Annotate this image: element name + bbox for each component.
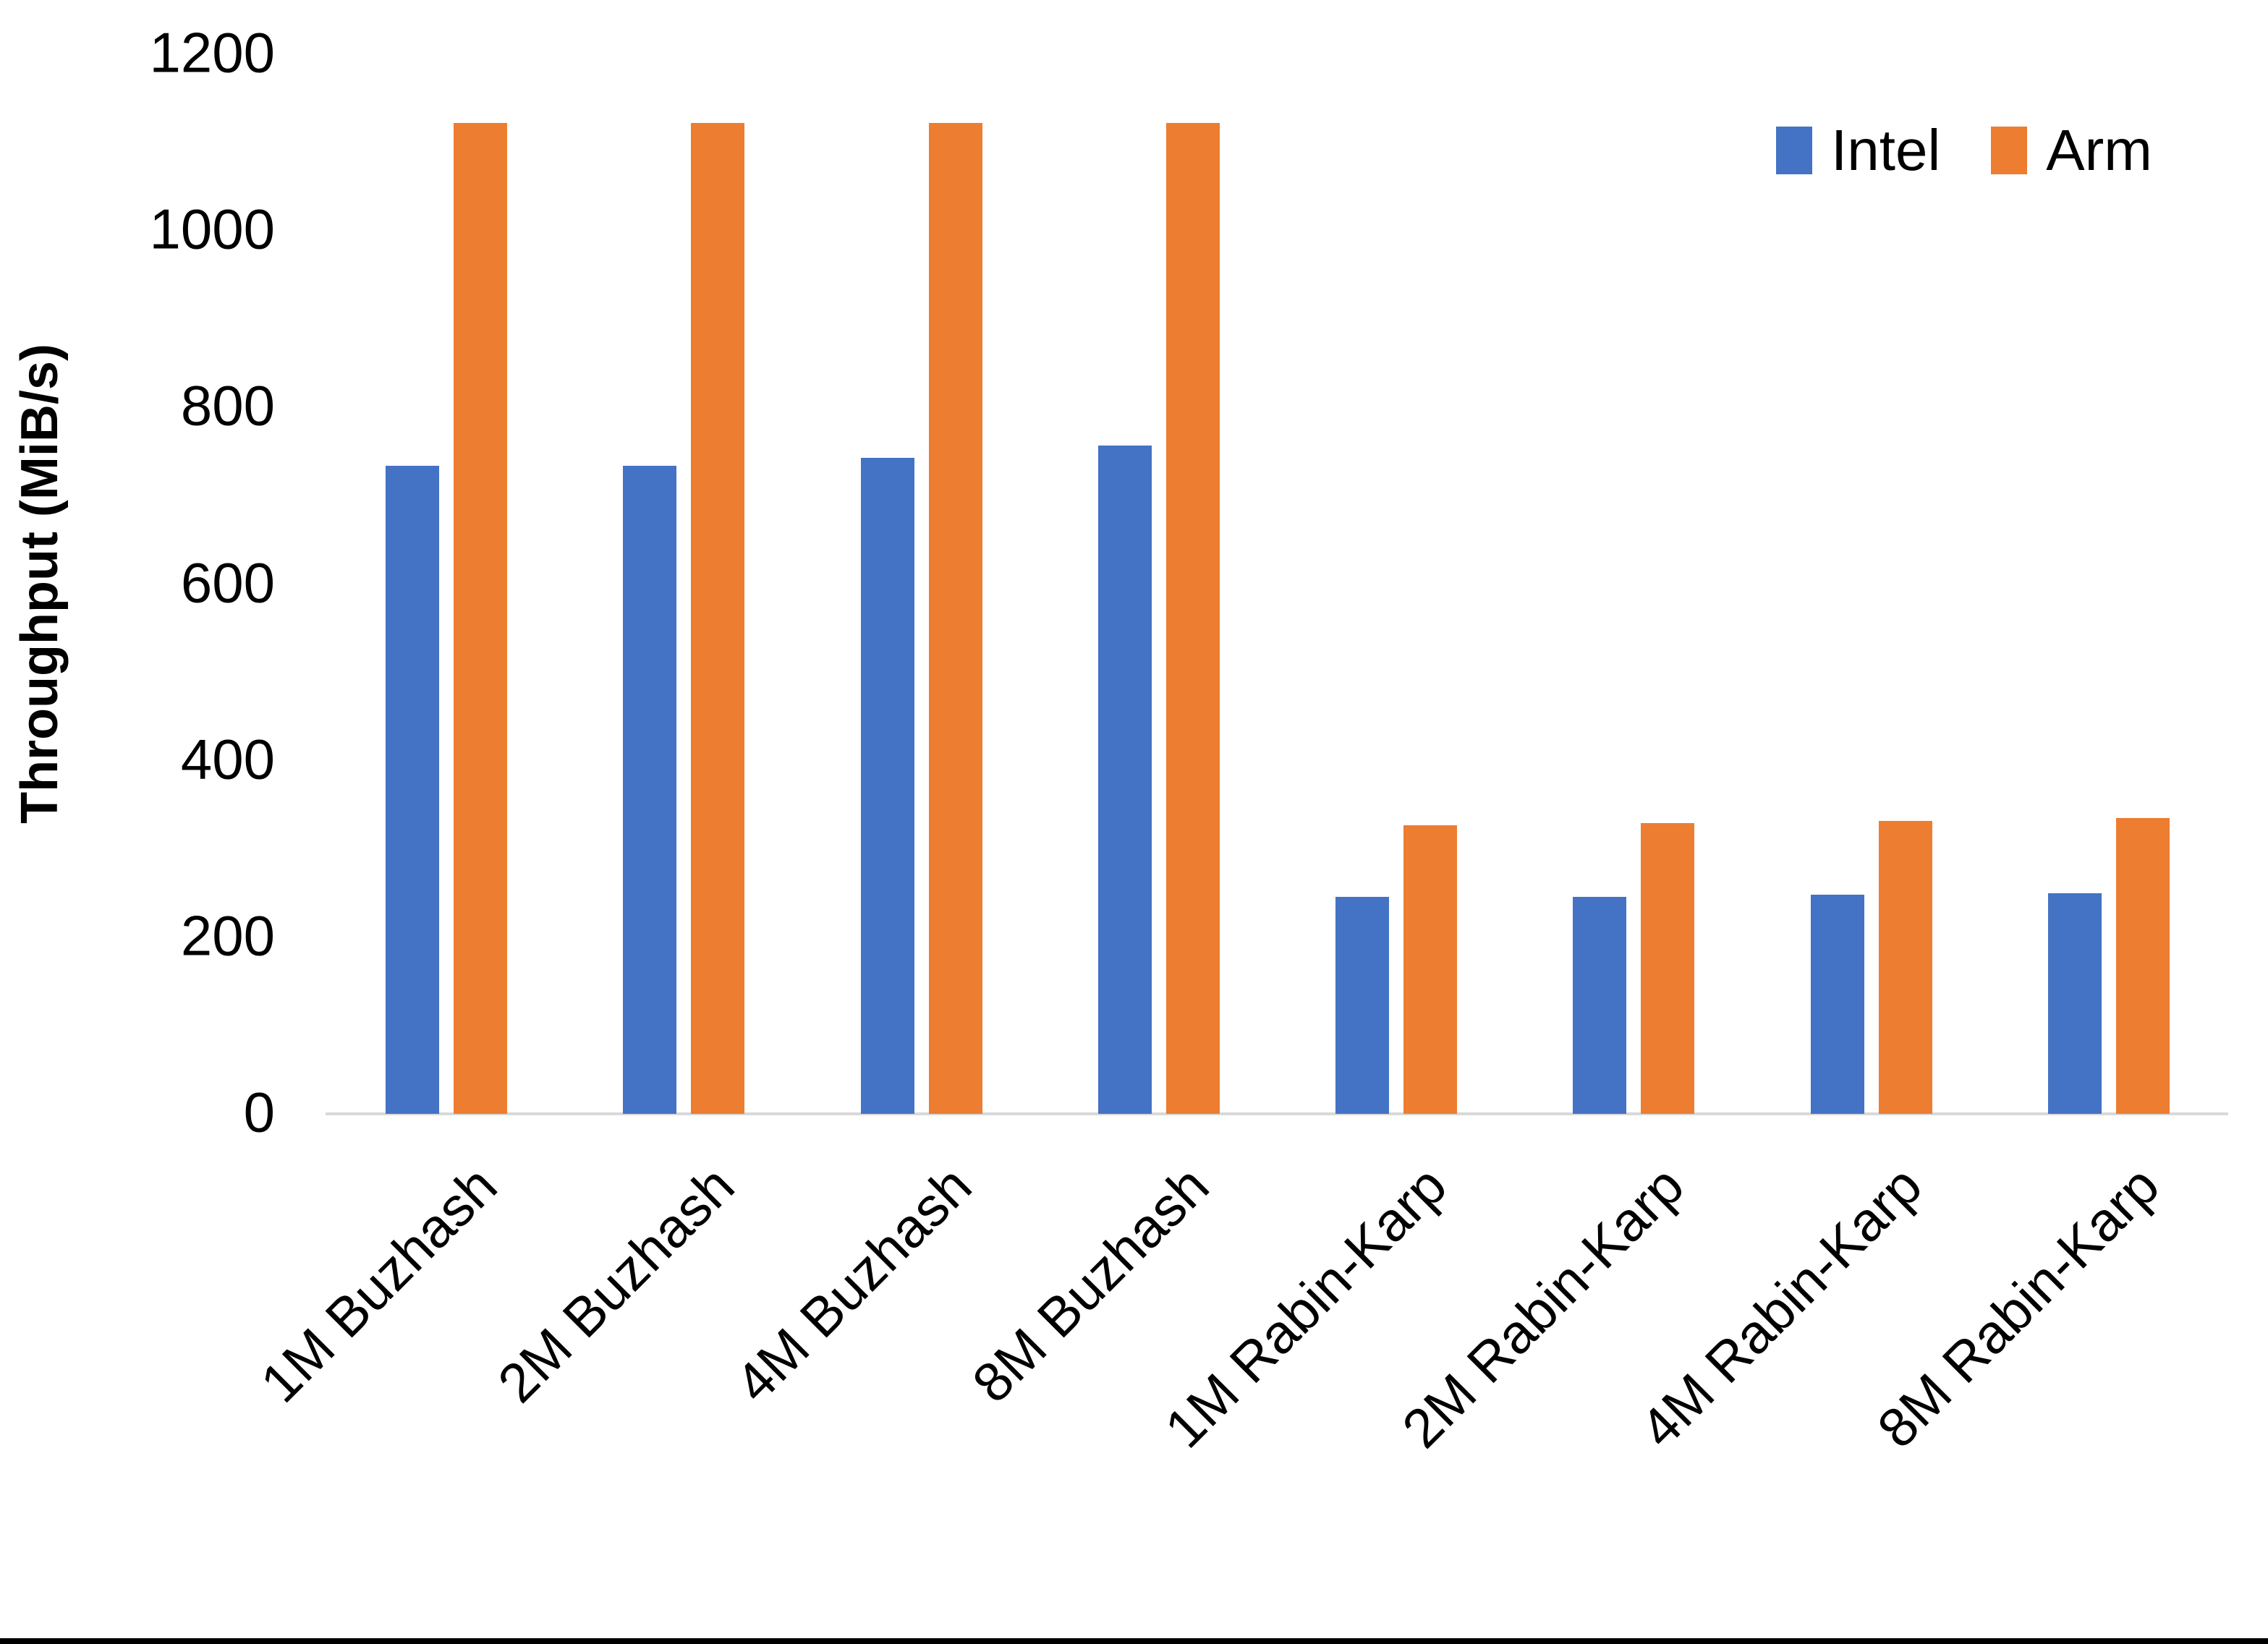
category-label-1m-buzhash: 1M Buzhash: [249, 1154, 509, 1415]
arm-bar-4m-buzhash: [928, 123, 982, 1114]
bottom-border: [0, 1638, 2268, 1644]
category-label-4m-buzhash: 4M Buzhash: [723, 1154, 984, 1415]
legend-item-arm: Arm: [1991, 122, 2152, 179]
legend: Intel Arm: [1776, 122, 2152, 179]
category-label-2m-buzhash: 2M Buzhash: [486, 1154, 747, 1415]
category-label-8m-buzhash: 8M Buzhash: [961, 1154, 1221, 1415]
intel-bar-2m-rabin-karp: [1573, 896, 1627, 1114]
intel-bar-4m-rabin-karp: [1810, 895, 1864, 1114]
intel-bar-1m-buzhash: [386, 465, 440, 1114]
intel-bar-8m-rabin-karp: [2047, 893, 2102, 1114]
x-axis-line: [326, 1112, 2228, 1115]
intel-bar-8m-buzhash: [1097, 445, 1152, 1114]
y-tick-label: 1200: [149, 20, 275, 85]
y-tick-label: 800: [180, 374, 275, 438]
plot-area: [328, 54, 2227, 1114]
intel-bar-1m-rabin-karp: [1335, 896, 1390, 1114]
arm-bar-2m-buzhash: [691, 123, 745, 1114]
arm-series-marker: [1991, 127, 2028, 174]
intel-bar-4m-buzhash: [860, 457, 914, 1114]
arm-bar-4m-rabin-karp: [1878, 820, 1932, 1114]
legend-item-intel: Intel: [1776, 122, 1940, 179]
legend-label-intel: Intel: [1831, 118, 1941, 182]
y-tick-label: 200: [180, 903, 275, 968]
legend-label-arm: Arm: [2046, 118, 2152, 182]
arm-bar-8m-buzhash: [1165, 123, 1220, 1114]
y-tick-label: 0: [243, 1080, 275, 1144]
arm-bar-1m-rabin-karp: [1403, 825, 1458, 1114]
y-tick-label: 400: [180, 727, 275, 791]
y-tick-label: 600: [180, 550, 275, 615]
intel-series-marker: [1776, 127, 1812, 174]
arm-bar-2m-rabin-karp: [1641, 823, 1695, 1114]
arm-bar-1m-buzhash: [454, 123, 508, 1114]
y-tick-label: 1000: [149, 197, 275, 261]
intel-bar-2m-buzhash: [623, 465, 677, 1114]
arm-bar-8m-rabin-karp: [2115, 818, 2170, 1114]
